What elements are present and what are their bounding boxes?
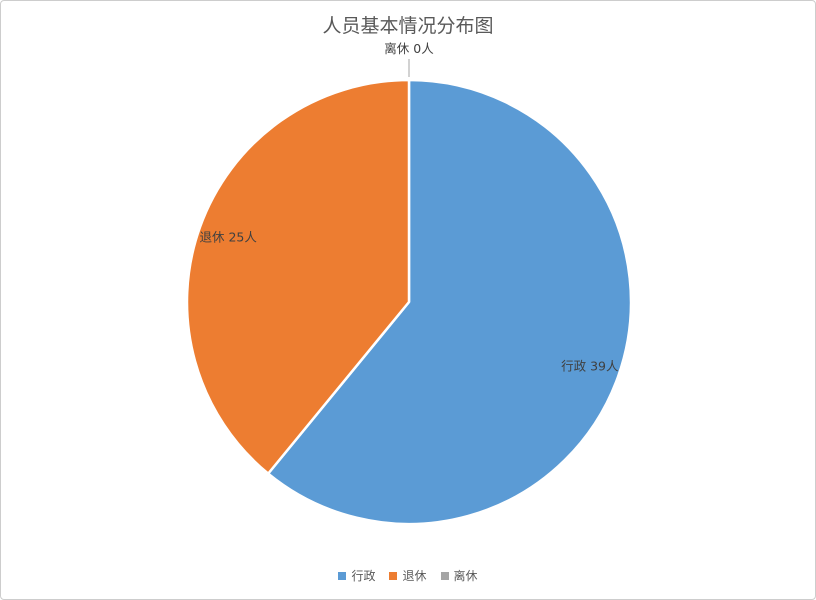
- data-label-退休: 退休 25人: [200, 229, 258, 244]
- chart-title: 人员基本情况分布图: [322, 15, 494, 37]
- chart-legend: 行政 退休 离休: [1, 570, 815, 582]
- legend-item-行政: 行政: [338, 570, 375, 582]
- pie-slice-退休: [185, 78, 411, 475]
- legend-item-退休: 退休: [389, 569, 427, 583]
- data-label-离休: 离休 0人: [384, 41, 434, 56]
- legend-label: 退休: [402, 569, 427, 583]
- data-label-行政: 行政 39人: [561, 359, 619, 374]
- legend-label: 行政: [351, 569, 376, 583]
- legend-item-离休: 离休: [440, 569, 478, 583]
- legend-label: 离休: [453, 569, 478, 583]
- legend-swatch-离休: [440, 572, 449, 580]
- legend-swatch-行政: [338, 572, 347, 580]
- pie-slice-行政: [266, 78, 633, 526]
- legend-swatch-退休: [389, 572, 398, 580]
